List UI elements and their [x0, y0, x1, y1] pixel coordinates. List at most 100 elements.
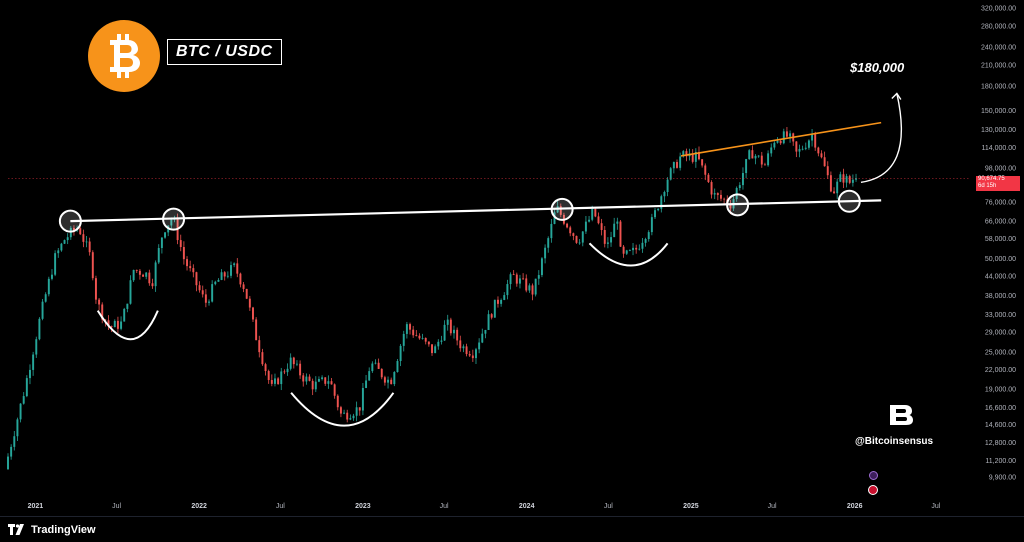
bar-countdown: 6d 15h — [978, 183, 997, 189]
candle-down — [418, 335, 421, 339]
candle-down — [716, 193, 719, 195]
candle-up — [47, 278, 50, 295]
candle-down — [264, 364, 267, 372]
tradingview-icon[interactable] — [8, 524, 26, 536]
rounded-bottom-arc[interactable] — [96, 310, 159, 341]
candle-up — [120, 321, 123, 329]
candle-down — [236, 263, 239, 274]
time-tick-label: 2021 — [28, 503, 44, 510]
touch-point-marker[interactable] — [162, 207, 186, 231]
candle-up — [85, 241, 88, 243]
candle-up — [371, 363, 374, 372]
pair-label: BTC / USDC — [167, 39, 282, 65]
candle-up — [484, 330, 487, 334]
candle-up — [437, 341, 440, 347]
candle-up — [230, 265, 232, 276]
candle-down — [198, 285, 201, 291]
candle-down — [267, 371, 270, 381]
candle-up — [29, 369, 31, 379]
candle-up — [679, 156, 682, 168]
candle-down — [311, 380, 314, 390]
candle-up — [396, 361, 399, 373]
candle-up — [807, 140, 810, 148]
candle-up — [32, 354, 35, 370]
upper-trend-line[interactable] — [680, 121, 882, 157]
candle-up — [776, 140, 779, 143]
candle-up — [123, 308, 126, 322]
candle-up — [214, 281, 217, 285]
candle-up — [682, 151, 685, 157]
candle-down — [324, 377, 327, 384]
candle-up — [453, 329, 455, 334]
candle-down — [283, 371, 286, 373]
price-tick-label: 180,000.00 — [981, 83, 1016, 90]
price-tick-label: 44,000.00 — [985, 273, 1016, 280]
price-axis[interactable]: 9,900.00 11,200.00 12,800.00 14,600.00 16,60… — [981, 6, 1016, 482]
touch-point-marker[interactable] — [550, 197, 574, 221]
candle-up — [537, 275, 540, 279]
rounded-bottom-arc[interactable] — [588, 242, 669, 267]
candle-down — [223, 272, 226, 277]
candle-up — [440, 340, 443, 342]
candle-up — [421, 337, 424, 339]
candle-up — [638, 248, 641, 250]
candle-down — [826, 166, 829, 176]
candle-down — [512, 274, 515, 276]
candle-up — [757, 155, 760, 157]
candle-up — [217, 279, 220, 282]
candle-down — [258, 340, 261, 353]
candle-up — [534, 278, 537, 295]
candle-up — [164, 232, 167, 238]
price-chart[interactable]: 9,900.00 11,200.00 12,800.00 14,600.00 16,60… — [0, 0, 1024, 516]
candle-down — [255, 319, 258, 341]
candle-down — [468, 354, 471, 356]
candle-up — [374, 362, 377, 364]
touch-point-marker[interactable] — [726, 193, 750, 217]
candle-up — [402, 333, 405, 346]
candle-up — [789, 133, 792, 137]
candle-down — [270, 380, 273, 384]
candle-down — [829, 175, 832, 192]
candle-up — [25, 378, 28, 397]
price-tick-label: 210,000.00 — [981, 62, 1016, 69]
price-tick-label: 16,600.00 — [985, 405, 1016, 412]
candle-up — [672, 162, 675, 169]
candle-down — [135, 269, 138, 271]
candle-up — [798, 148, 801, 152]
candle-down — [336, 395, 339, 408]
candle-down — [823, 157, 826, 167]
candle-down — [531, 285, 534, 295]
projection-arrow[interactable] — [860, 93, 903, 184]
candle-up — [38, 318, 41, 340]
candle-up — [393, 372, 396, 385]
touch-point-marker[interactable] — [58, 209, 82, 233]
candle-down — [377, 362, 380, 369]
candle-down — [151, 283, 154, 287]
candle-up — [839, 174, 842, 182]
rounded-bottom-arc[interactable] — [290, 392, 395, 427]
candle-down — [594, 208, 597, 217]
candle-down — [471, 355, 474, 359]
candle-up — [10, 446, 13, 457]
candle-down — [261, 352, 264, 365]
current-price-badge[interactable]: 90,674.75 6d 15h — [976, 176, 1020, 191]
candle-down — [415, 335, 418, 337]
candle-down — [107, 320, 110, 327]
touch-point-marker[interactable] — [837, 189, 861, 213]
candle-up — [343, 412, 346, 414]
candle-up — [610, 237, 613, 243]
candle-down — [248, 298, 251, 308]
event-marker-icon[interactable] — [869, 471, 878, 480]
candle-up — [553, 212, 556, 224]
time-axis[interactable]: 2021 Jul 2022 Jul 2023 Jul 2024 Jul 2025 Jul 2026 J… — [28, 503, 941, 510]
candle-up — [591, 208, 594, 220]
flag-event-icon[interactable] — [868, 485, 878, 495]
candle-up — [54, 253, 57, 275]
candle-down — [459, 340, 462, 349]
candle-down — [619, 221, 622, 247]
tradingview-label[interactable]: TradingView — [31, 524, 96, 536]
resistance-line[interactable] — [70, 199, 882, 223]
candle-down — [91, 252, 94, 279]
bitcoinsensus-b-icon — [890, 405, 913, 425]
candle-down — [763, 164, 766, 166]
